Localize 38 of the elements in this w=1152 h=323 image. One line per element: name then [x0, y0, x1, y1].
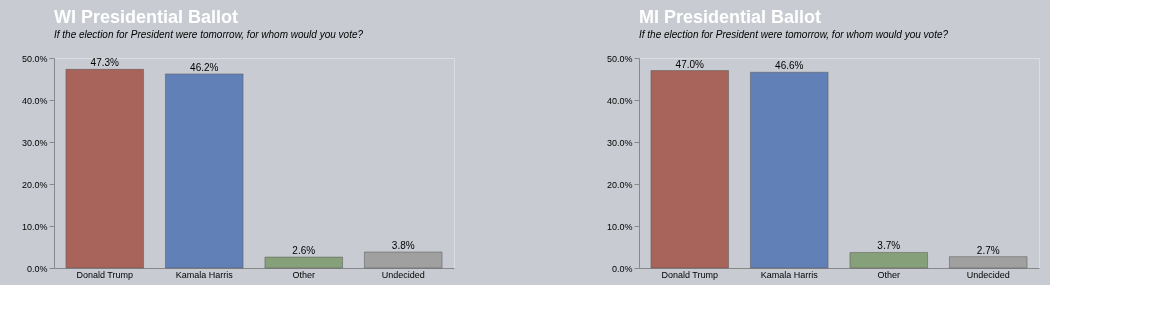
bar	[364, 251, 443, 269]
y-tick-label: 10.0%	[606, 221, 633, 232]
data-label: 47.0%	[675, 58, 705, 70]
y-tick-label: 40.0%	[606, 95, 633, 106]
bar	[650, 70, 729, 269]
data-label: 46.6%	[775, 60, 804, 72]
bar	[264, 256, 343, 269]
x-tick-label: Donald Trump	[661, 269, 719, 280]
chart-subtitle: If the election for President were tomorrow, for whom would you vote?	[639, 29, 949, 40]
data-label: 46.2%	[190, 61, 219, 73]
x-tick-label: Donald Trump	[76, 269, 134, 280]
y-tick-label: 20.0%	[606, 179, 633, 190]
x-tick-label: Undecided	[966, 269, 1010, 280]
x-tick-label: Kamala Harris	[760, 269, 819, 280]
x-tick-label: Other	[877, 269, 901, 280]
data-label: 3.8%	[391, 240, 415, 252]
x-tick-label: Other	[292, 269, 316, 280]
bar	[165, 73, 244, 269]
bar	[65, 69, 144, 269]
data-label: 2.6%	[292, 245, 316, 257]
y-tick-label: 0.0%	[611, 263, 633, 274]
y-tick-label: 10.0%	[21, 221, 48, 232]
y-tick-label: 0.0%	[26, 263, 48, 274]
y-tick-label: 20.0%	[21, 179, 48, 190]
data-label: 3.7%	[877, 240, 901, 252]
bar	[949, 256, 1028, 269]
y-tick-label: 50.0%	[606, 53, 633, 64]
data-label: 2.7%	[976, 244, 1000, 256]
data-label: 47.3%	[90, 57, 120, 69]
x-tick-label: Undecided	[381, 269, 425, 280]
bar	[750, 72, 829, 269]
chart-subtitle: If the election for President were tomorrow, for whom would you vote?	[54, 29, 364, 40]
y-tick-label: 40.0%	[21, 95, 48, 106]
y-tick-label: 30.0%	[606, 137, 633, 148]
bar	[849, 252, 928, 269]
x-tick-label: Kamala Harris	[175, 269, 234, 280]
y-tick-label: 50.0%	[21, 53, 48, 64]
y-tick-label: 30.0%	[21, 137, 48, 148]
